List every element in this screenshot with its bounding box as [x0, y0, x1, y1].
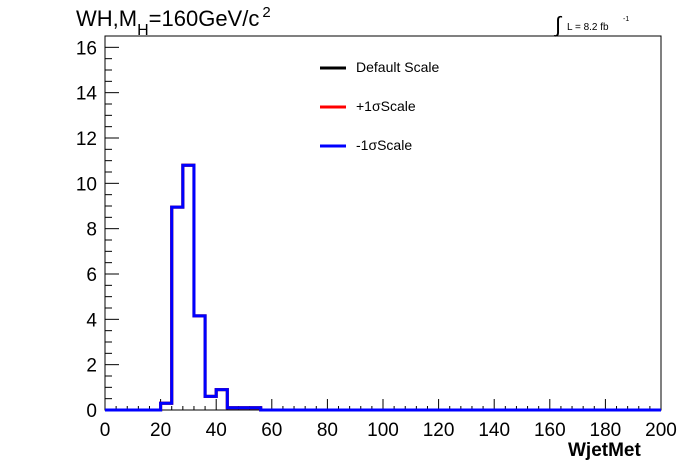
series-line-0	[105, 163, 661, 412]
x-tick-label: 180	[590, 420, 622, 441]
luminosity-text: L = 8.2 fb	[567, 22, 609, 33]
title-rest: =160GeV/c	[148, 6, 260, 31]
legend-entry-minus1sigma: -1σScale	[356, 137, 413, 153]
integral-symbol: ∫	[555, 12, 562, 37]
plot-frame	[104, 35, 662, 411]
legend-swatches	[320, 66, 346, 148]
y-tick-label: 14	[76, 84, 98, 105]
x-tick-label: 80	[317, 420, 338, 441]
luminosity-superscript: -1	[623, 16, 630, 23]
chart-title: WH,MH=160GeV/c 2	[76, 4, 271, 39]
x-tick-label: 0	[100, 420, 111, 441]
x-tick-label: 20	[150, 420, 171, 441]
title-superscript: 2	[262, 4, 271, 21]
y-tick-label: 16	[76, 38, 97, 59]
legend-entry-plus1sigma: +1σScale	[356, 98, 416, 114]
y-tick-label: 10	[76, 174, 97, 195]
x-axis-ticks: 0 20 40 60 80 100 120 140 160 180 200	[100, 399, 677, 441]
y-tick-label: 8	[86, 220, 97, 241]
y-tick-label: 2	[86, 356, 97, 377]
title-subscript: H	[137, 22, 149, 39]
series-line-1	[105, 163, 661, 412]
x-tick-label: 40	[206, 420, 227, 441]
x-axis-label: WjetMet	[568, 440, 641, 461]
x-tick-label: 200	[645, 420, 677, 441]
legend-entry-default: Default Scale	[356, 59, 440, 75]
y-tick-label: 6	[86, 265, 97, 286]
y-tick-label: 0	[86, 401, 97, 422]
x-tick-label: 140	[478, 420, 510, 441]
x-tick-label: 120	[423, 420, 455, 441]
title-main: WH,M	[76, 6, 138, 31]
y-axis-ticks: 0 2 4 6 8 10 12 14 16	[76, 35, 119, 422]
series-line-2	[105, 163, 661, 412]
x-tick-label: 160	[534, 420, 566, 441]
x-tick-label: 100	[367, 420, 399, 441]
y-tick-label: 12	[76, 129, 97, 150]
x-tick-label: 60	[261, 420, 282, 441]
y-tick-label: 4	[86, 310, 97, 331]
series-lines	[105, 163, 661, 412]
